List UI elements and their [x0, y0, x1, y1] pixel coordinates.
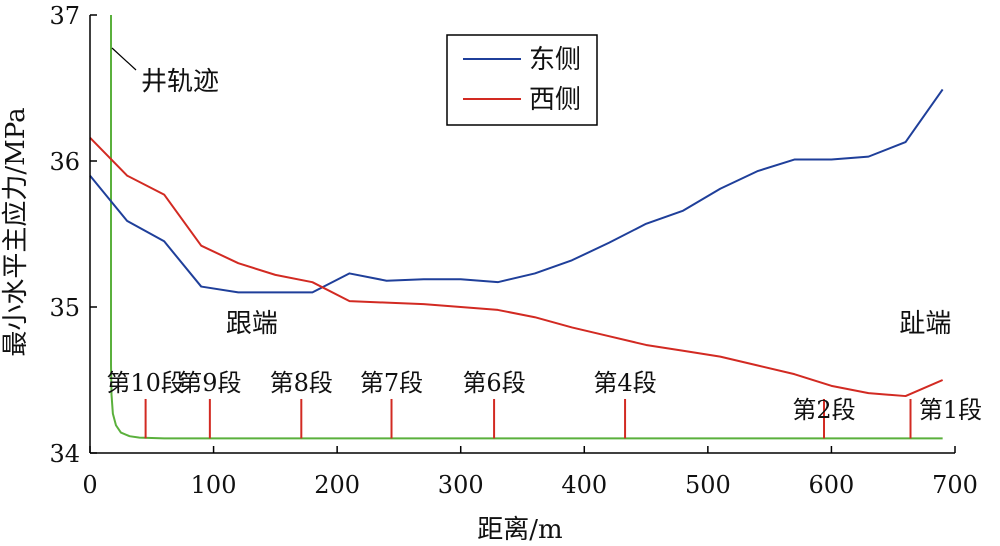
stage-label: 第4段	[593, 369, 656, 397]
stage-label: 第9段	[178, 369, 241, 397]
well-trajectory-line	[110, 15, 943, 440]
y-tick-label: 35	[49, 294, 80, 322]
x-tick-label: 0	[82, 471, 97, 499]
x-tick-label: 500	[685, 471, 731, 499]
axes: 0 100 200 300 400 500 600 700 34 35 36 37	[49, 2, 977, 499]
stage-label: 第8段	[270, 369, 333, 397]
stage-label: 第1段	[919, 396, 982, 424]
y-axis-label: 最小水平主应力/MPa	[1, 107, 31, 356]
stage-label: 第6段	[462, 369, 525, 397]
end-annotation: 跟端	[226, 309, 278, 339]
stage-label: 第7段	[360, 369, 423, 397]
y-tick-label: 37	[49, 2, 80, 30]
x-tick-label: 300	[438, 471, 484, 499]
well-trajectory-leader	[111, 47, 137, 71]
x-tick-label: 600	[809, 471, 855, 499]
x-tick-label: 400	[561, 471, 607, 499]
stage-label: 第10段	[106, 369, 185, 397]
x-tick-label: 100	[191, 471, 237, 499]
legend-box	[446, 34, 598, 126]
well-trajectory-label: 井轨迹	[141, 67, 219, 97]
end-annotation: 趾端	[899, 309, 951, 339]
legend-label: 西侧	[529, 85, 581, 115]
y-tick-label: 36	[49, 148, 80, 176]
x-tick-label: 700	[932, 471, 978, 499]
x-axis-label: 距离/m	[477, 515, 562, 545]
legend-label: 东侧	[529, 45, 581, 75]
y-tick-label: 34	[49, 440, 80, 468]
series-line	[89, 88, 944, 294]
x-tick-label: 200	[314, 471, 360, 499]
stage-label: 第2段	[792, 396, 855, 424]
series-line	[89, 136, 944, 398]
